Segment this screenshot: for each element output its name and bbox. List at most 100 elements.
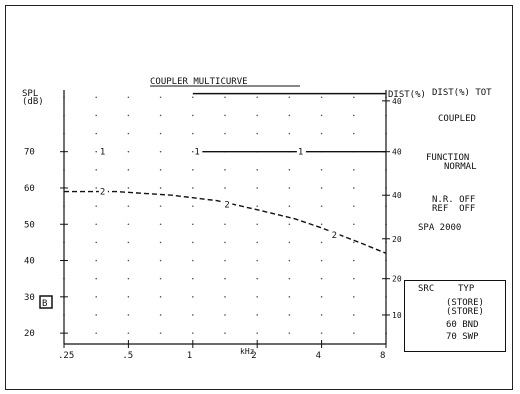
series-2-marker: 2	[224, 200, 229, 210]
grid-dot	[95, 223, 98, 226]
grid-dot	[95, 205, 98, 207]
grid-dot	[353, 223, 355, 226]
right-axis-label: DIST(%)	[388, 90, 426, 100]
grid-dot	[127, 169, 130, 171]
grid-dot	[159, 150, 162, 153]
grid-dot	[256, 169, 259, 171]
y-axis-label-line2: (dB)	[22, 97, 44, 107]
grid-dot	[95, 241, 98, 244]
grid-dot	[353, 187, 355, 189]
series-2-marker: 2	[332, 231, 337, 241]
grid-dot	[353, 296, 355, 298]
right-axis-tick-label: 10	[392, 311, 402, 320]
grid-dot	[224, 96, 226, 99]
grid-dot	[224, 132, 226, 135]
y-tick-label: 30	[24, 293, 35, 303]
grid-dot	[159, 223, 162, 226]
grid-dot	[127, 241, 130, 244]
y-axis-label-line1: SPL	[22, 89, 38, 99]
grid-dot	[288, 277, 291, 280]
grid-dot	[192, 259, 194, 262]
y-tick-label: 40	[24, 257, 35, 267]
grid-dot	[192, 223, 194, 226]
y-tick-label: 20	[24, 329, 35, 339]
grid-dot	[353, 259, 355, 262]
grid-dot	[95, 296, 98, 298]
grid-dot	[192, 277, 194, 280]
grid-dot	[353, 241, 355, 244]
legend-row-3: 60 BND	[446, 320, 479, 330]
grid-dot	[127, 277, 130, 280]
box-marker	[39, 295, 53, 309]
grid-dot	[127, 150, 130, 153]
grid-dot	[159, 241, 162, 244]
grid-dot	[224, 241, 226, 244]
grid-dot	[353, 114, 355, 117]
grid-dot	[159, 114, 162, 117]
series-2-marker: 2	[100, 188, 105, 198]
grid-dot	[95, 132, 98, 135]
grid-dot	[320, 314, 323, 316]
function-label: FUNCTION	[426, 153, 470, 163]
grid-dot	[256, 314, 259, 316]
grid-dot	[353, 169, 355, 171]
grid-dot	[288, 187, 291, 189]
right-axis-tick-label: 40	[392, 148, 402, 157]
grid-dot	[95, 314, 98, 316]
grid-dot	[353, 332, 355, 334]
grid-dot	[127, 296, 130, 298]
grid-dot	[288, 296, 291, 298]
grid-dot	[159, 187, 162, 189]
grid-dot	[224, 114, 226, 117]
grid-dot	[159, 314, 162, 316]
grid-dot	[320, 223, 323, 226]
grid-dot	[224, 314, 226, 316]
legend-header-src: SRC	[418, 284, 435, 294]
grid-dot	[127, 223, 130, 226]
y-tick-label: 70	[24, 148, 35, 158]
grid-dot	[353, 96, 355, 99]
grid-dot	[320, 132, 323, 135]
grid-dot	[127, 96, 130, 99]
grid-dot	[95, 114, 98, 117]
grid-dot	[288, 223, 291, 226]
grid-dot	[288, 114, 291, 117]
grid-dot	[95, 259, 98, 262]
nr-setting: N.R. OFF	[432, 195, 476, 205]
grid-dot	[95, 187, 98, 189]
right-axis-tick-label: 40	[392, 191, 402, 200]
grid-dot	[353, 205, 355, 207]
grid-dot	[256, 241, 259, 244]
grid-dot	[127, 314, 130, 316]
grid-dot	[320, 241, 323, 244]
series-marker-bg	[330, 229, 340, 240]
grid-dot	[224, 223, 226, 226]
grid-dot	[192, 114, 194, 117]
series-marker-bg	[98, 145, 108, 156]
grid-dot	[127, 114, 130, 117]
grid-dot	[256, 223, 259, 226]
coupled-label: COUPLED	[438, 114, 476, 124]
grid-dot	[256, 296, 259, 298]
grid-dot	[288, 314, 291, 316]
x-axis-label: kHz	[240, 347, 255, 356]
grid-dot	[288, 132, 291, 135]
grid-dot	[320, 187, 323, 189]
grid-dot	[159, 132, 162, 135]
legend-box	[404, 280, 506, 352]
grid-dot	[320, 259, 323, 262]
grid-dot	[320, 169, 323, 171]
grid-dot	[127, 187, 130, 189]
grid-dot	[192, 332, 194, 334]
grid-dot	[159, 96, 162, 99]
screen-frame	[5, 5, 513, 390]
grid-dot	[192, 96, 194, 99]
right-axis-tick-label: 20	[392, 275, 402, 284]
grid-dot	[224, 259, 226, 262]
grid-dot	[159, 332, 162, 334]
x-tick-label: 2	[251, 351, 256, 361]
grid-dot	[320, 96, 323, 99]
x-tick-label: 1	[187, 351, 192, 361]
function-value: NORMAL	[444, 162, 477, 172]
